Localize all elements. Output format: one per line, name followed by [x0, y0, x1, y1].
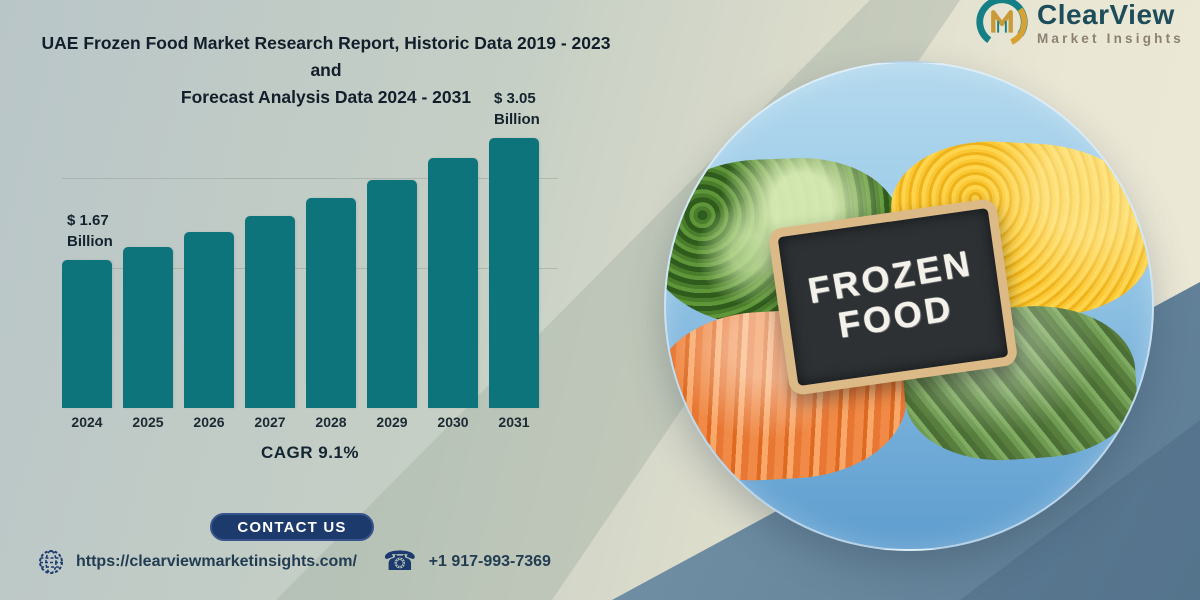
x-label-2030: 2030: [437, 414, 469, 430]
gridline: [62, 178, 558, 179]
frozen-food-chalkboard: FROZEN FOOD: [767, 197, 1019, 397]
phone-icon: ☎: [382, 546, 417, 577]
value-label-2031: $ 3.05 Billion: [494, 90, 540, 128]
logo-brand-text: ClearView: [1036, 0, 1175, 31]
x-label-2024: 2024: [71, 414, 103, 430]
x-label-2031: 2031: [498, 414, 530, 430]
bar-chart: $ 1.67 Billion $ 3.05 Billion: [62, 85, 558, 408]
bar-2024: [62, 260, 112, 408]
frozen-food-photo: FROZEN FOOD: [664, 61, 1154, 551]
phone-number[interactable]: +1 917-993-7369: [428, 552, 551, 570]
bar-2025: [123, 247, 173, 408]
brand-logo: ClearView Market Insights: [973, 0, 1184, 55]
x-label-2028: 2028: [315, 414, 347, 430]
x-label-2025: 2025: [132, 414, 164, 430]
website-link[interactable]: https://clearviewmarketinsights.com/: [76, 552, 357, 570]
x-axis-labels: 2024 2025 2026 2027 2028 2029 2030 2031: [62, 414, 558, 432]
x-label-2029: 2029: [376, 414, 408, 430]
bar-2029: [367, 180, 417, 408]
x-label-2027: 2027: [254, 414, 286, 430]
bar-2026: [184, 232, 234, 408]
clearview-monogram-icon: [973, 0, 1031, 55]
bar-2027: [245, 216, 295, 408]
globe-icon: [38, 549, 64, 575]
page-title: UAE Frozen Food Market Research Report, …: [41, 33, 611, 108]
value-label-2024: $ 1.67 Billion: [67, 212, 113, 250]
x-label-2026: 2026: [193, 414, 225, 430]
contact-us-button[interactable]: CONTACT US: [210, 513, 374, 541]
footer-contact-row: https://clearviewmarketinsights.com/ ☎ +…: [38, 548, 551, 575]
bar-2028: [306, 198, 356, 408]
logo-tagline-text: Market Insights: [1036, 31, 1184, 47]
bar-2030: [428, 158, 478, 408]
cagr-caption: CAGR 9.1%: [260, 443, 360, 462]
bar-2031: [489, 138, 539, 408]
